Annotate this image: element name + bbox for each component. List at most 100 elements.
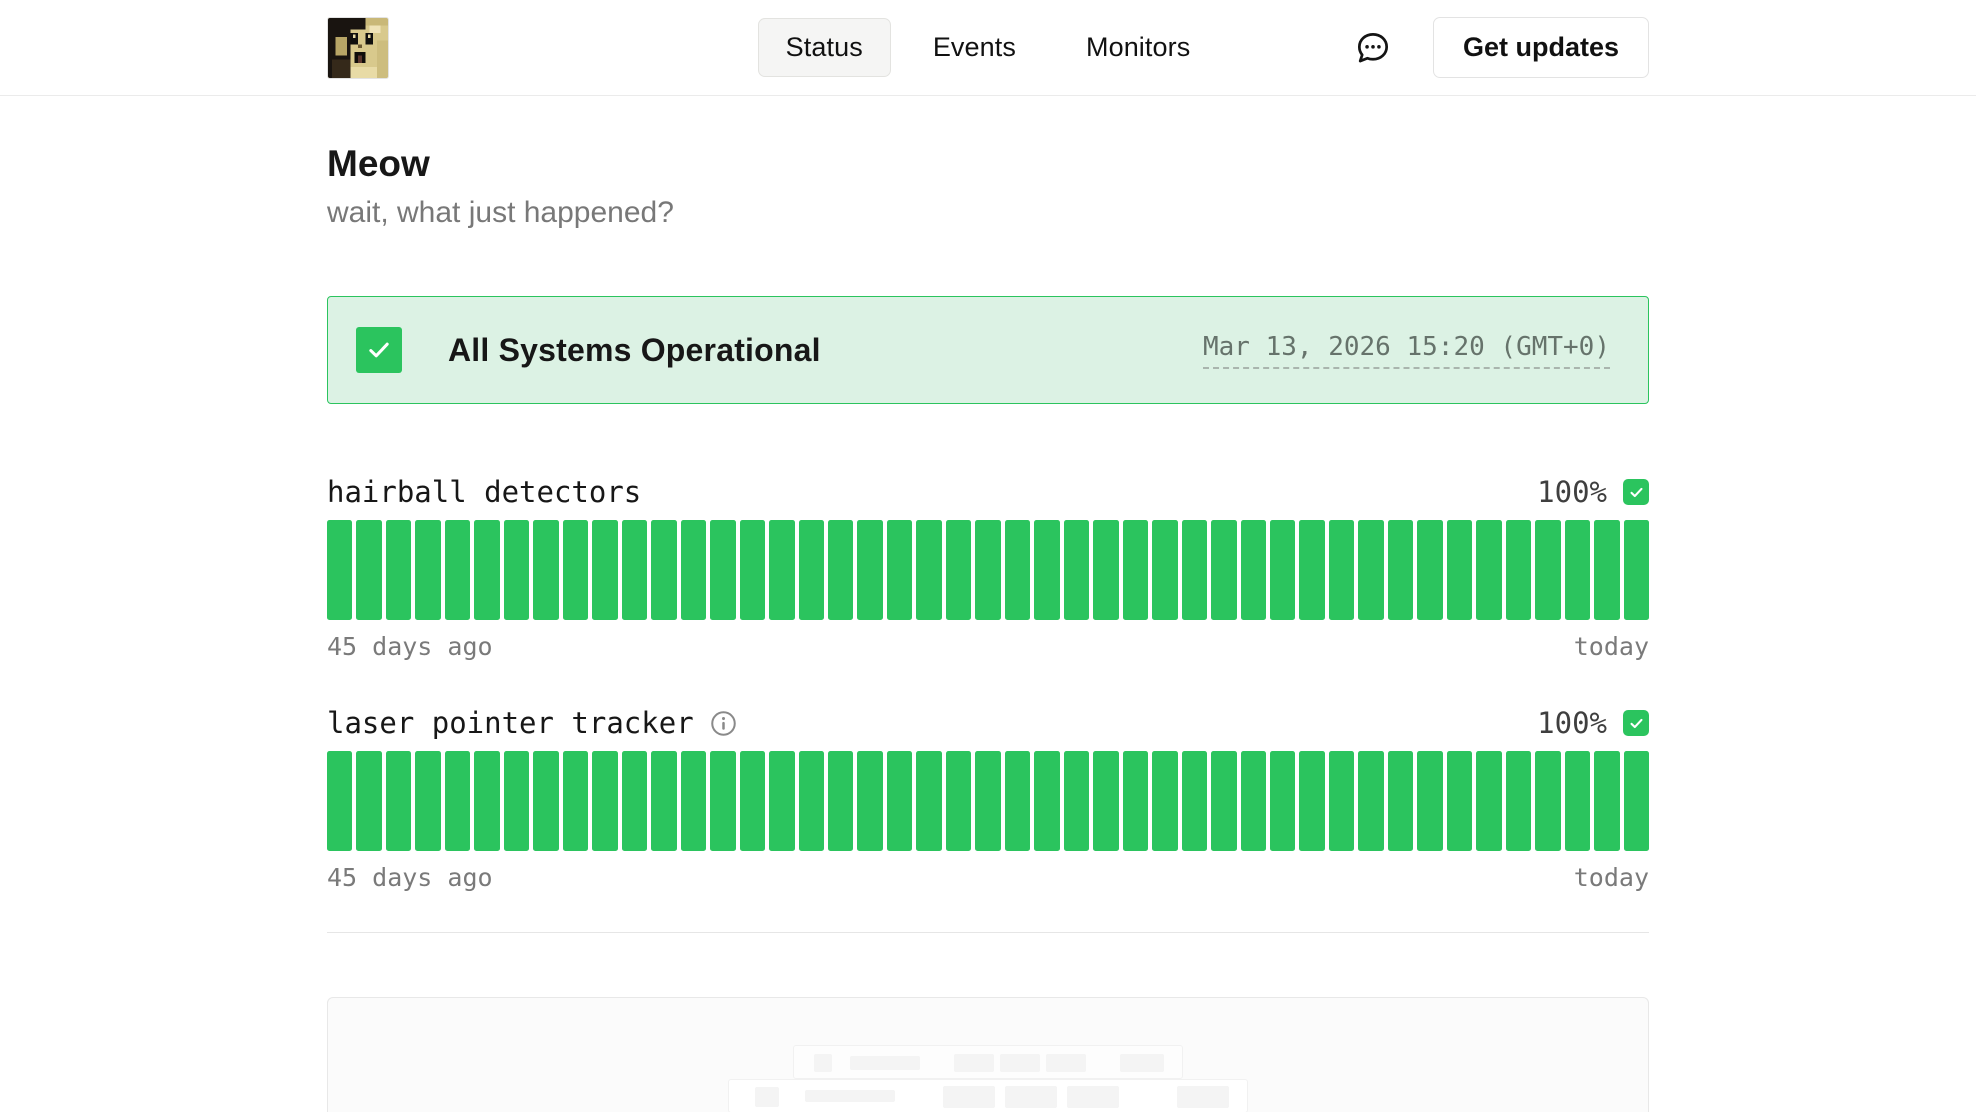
uptime-bar[interactable] (533, 520, 559, 620)
uptime-bar[interactable] (1476, 520, 1502, 620)
uptime-bar[interactable] (1034, 751, 1060, 851)
uptime-bar[interactable] (621, 751, 648, 851)
uptime-bar[interactable] (1152, 751, 1178, 851)
uptime-bar[interactable] (1535, 751, 1561, 851)
uptime-bar[interactable] (1034, 520, 1060, 620)
uptime-bar[interactable] (1417, 751, 1443, 851)
uptime-bar[interactable] (1240, 520, 1266, 620)
monitor-name[interactable]: hairball detectors (327, 475, 642, 509)
uptime-bar[interactable] (1152, 520, 1178, 620)
uptime-bar[interactable] (592, 520, 618, 620)
uptime-bar[interactable] (1623, 751, 1650, 851)
uptime-bar[interactable] (1093, 520, 1119, 620)
status-timestamp[interactable]: Mar 13, 2026 15:20 (GMT+0) (1203, 332, 1610, 369)
uptime-bar[interactable] (1328, 520, 1355, 620)
uptime-bar[interactable] (916, 751, 942, 851)
uptime-bar[interactable] (945, 751, 972, 851)
uptime-bar[interactable] (444, 520, 471, 620)
uptime-bar[interactable] (1594, 751, 1620, 851)
uptime-bar[interactable] (651, 520, 677, 620)
uptime-bar[interactable] (651, 751, 677, 851)
uptime-bar[interactable] (1594, 520, 1620, 620)
uptime-bar[interactable] (1093, 751, 1119, 851)
get-updates-button[interactable]: Get updates (1432, 17, 1649, 78)
uptime-bar[interactable] (1564, 751, 1591, 851)
uptime-bar[interactable] (1240, 751, 1266, 851)
uptime-bar[interactable] (1004, 751, 1031, 851)
uptime-bar[interactable] (857, 520, 883, 620)
uptime-bar[interactable] (356, 520, 382, 620)
uptime-bar[interactable] (1535, 520, 1561, 620)
uptime-bar[interactable] (327, 520, 353, 620)
uptime-bar[interactable] (562, 751, 589, 851)
uptime-bar[interactable] (1004, 520, 1031, 620)
uptime-bar[interactable] (1299, 520, 1325, 620)
uptime-bar[interactable] (827, 751, 854, 851)
uptime-bar-chart[interactable] (327, 520, 1650, 620)
uptime-bar[interactable] (1476, 751, 1502, 851)
uptime-bar[interactable] (1505, 751, 1532, 851)
uptime-bar[interactable] (533, 751, 559, 851)
uptime-bar[interactable] (562, 520, 589, 620)
uptime-bar[interactable] (385, 520, 412, 620)
uptime-bar[interactable] (621, 520, 648, 620)
uptime-bar[interactable] (710, 751, 736, 851)
uptime-bar[interactable] (886, 520, 913, 620)
tab-events[interactable]: Events (932, 32, 1016, 62)
uptime-bar[interactable] (1387, 520, 1414, 620)
uptime-bar[interactable] (1299, 751, 1325, 851)
uptime-bar[interactable] (827, 520, 854, 620)
info-icon[interactable] (710, 710, 737, 737)
uptime-bar[interactable] (415, 751, 441, 851)
site-logo[interactable] (327, 16, 389, 79)
uptime-bar[interactable] (1063, 751, 1090, 851)
uptime-bar[interactable] (916, 520, 942, 620)
uptime-bar[interactable] (798, 520, 824, 620)
uptime-bar[interactable] (1181, 751, 1208, 851)
uptime-bar[interactable] (327, 751, 353, 851)
uptime-bar[interactable] (1328, 751, 1355, 851)
uptime-bar[interactable] (1387, 751, 1414, 851)
uptime-bar[interactable] (1270, 751, 1296, 851)
uptime-bar[interactable] (1446, 751, 1473, 851)
tab-monitors[interactable]: Monitors (1085, 32, 1191, 62)
uptime-bar[interactable] (975, 520, 1001, 620)
uptime-bar[interactable] (1446, 520, 1473, 620)
uptime-bar[interactable] (680, 520, 707, 620)
uptime-bar[interactable] (1211, 751, 1237, 851)
feedback-button[interactable] (1353, 28, 1393, 68)
uptime-bar[interactable] (975, 751, 1001, 851)
uptime-bar[interactable] (503, 520, 530, 620)
uptime-bar[interactable] (356, 751, 382, 851)
uptime-bar[interactable] (1181, 520, 1208, 620)
monitor-name[interactable]: laser pointer tracker (327, 706, 694, 740)
uptime-bar[interactable] (1358, 751, 1384, 851)
uptime-bar[interactable] (1564, 520, 1591, 620)
uptime-bar[interactable] (857, 751, 883, 851)
uptime-bar[interactable] (798, 751, 824, 851)
uptime-bar[interactable] (769, 520, 795, 620)
uptime-bar[interactable] (385, 751, 412, 851)
uptime-bar[interactable] (1358, 520, 1384, 620)
uptime-bar[interactable] (1122, 520, 1149, 620)
uptime-bar[interactable] (739, 751, 766, 851)
uptime-bar[interactable] (474, 751, 500, 851)
uptime-bar[interactable] (886, 751, 913, 851)
uptime-bar[interactable] (474, 520, 500, 620)
uptime-bar[interactable] (1270, 520, 1296, 620)
uptime-bar[interactable] (739, 520, 766, 620)
uptime-bar[interactable] (680, 751, 707, 851)
uptime-bar[interactable] (503, 751, 530, 851)
uptime-bar[interactable] (1063, 520, 1090, 620)
uptime-bar[interactable] (1505, 520, 1532, 620)
uptime-bar-chart[interactable] (327, 751, 1650, 851)
uptime-bar[interactable] (710, 520, 736, 620)
uptime-bar[interactable] (1122, 751, 1149, 851)
uptime-bar[interactable] (592, 751, 618, 851)
uptime-bar[interactable] (945, 520, 972, 620)
uptime-bar[interactable] (444, 751, 471, 851)
uptime-bar[interactable] (1417, 520, 1443, 620)
tab-status[interactable]: Status (757, 18, 891, 77)
uptime-bar[interactable] (1623, 520, 1650, 620)
uptime-bar[interactable] (415, 520, 441, 620)
